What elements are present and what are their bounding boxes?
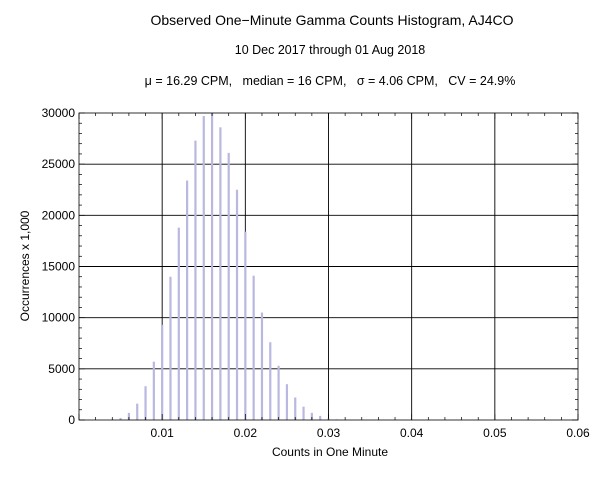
histogram-bar (144, 386, 147, 420)
y-tick-label: 30000 (42, 106, 76, 120)
histogram-bar (235, 189, 239, 420)
histogram-bar (127, 412, 130, 420)
y-tick-label: 0 (68, 413, 75, 427)
histogram-bar (186, 180, 189, 420)
histogram-bar (244, 231, 247, 420)
histogram-bar (252, 275, 255, 420)
y-tick-label: 10000 (42, 311, 76, 325)
histogram-bar (194, 140, 197, 420)
y-tick-label: 15000 (42, 260, 76, 274)
y-axis-label: Occurrences x 1,000 (18, 210, 32, 321)
histogram-bar (169, 276, 172, 420)
x-tick-label: 0.02 (234, 426, 258, 440)
axis-ticks (78, 112, 579, 421)
x-tick-label: 0.06 (566, 426, 590, 440)
x-tick-label: 0.05 (483, 426, 507, 440)
histogram-bar (152, 361, 155, 420)
histogram-bar (202, 116, 205, 420)
histogram-bar (227, 152, 230, 420)
y-tick-label: 25000 (42, 157, 76, 171)
chart-title: Observed One−Minute Gamma Counts Histogr… (151, 12, 514, 28)
y-tick-label: 20000 (42, 208, 76, 222)
x-tick-label: 0.03 (317, 426, 341, 440)
chart-stats-line: μ = 16.29 CPM, median = 16 CPM, σ = 4.06… (145, 74, 516, 88)
histogram-bar (119, 417, 122, 420)
bar-series (111, 113, 338, 421)
y-tick-label: 5000 (48, 362, 75, 376)
histogram-bar (302, 406, 305, 420)
histogram-bar (177, 227, 180, 420)
histogram-bar (319, 415, 322, 420)
chart-subtitle: 10 Dec 2017 through 01 Aug 2018 (235, 43, 425, 57)
axis-tick-labels: 0.01 0.02 0.03 0.04 0.05 0.06 0 5000 10000 15000 2… (42, 106, 590, 440)
histogram-bar (260, 312, 264, 420)
histogram-bar (161, 324, 164, 420)
histogram-bar (277, 365, 280, 420)
histogram-bar (285, 384, 289, 420)
histogram-bar (136, 403, 139, 420)
x-axis-label: Counts in One Minute (272, 445, 388, 459)
histogram-bar (210, 113, 214, 420)
histogram-bar (219, 127, 222, 421)
x-tick-label: 0.01 (150, 426, 174, 440)
histogram-bar (310, 412, 313, 420)
x-tick-label: 0.04 (400, 426, 424, 440)
histogram-bar (294, 397, 297, 420)
histogram-bar (269, 342, 272, 420)
